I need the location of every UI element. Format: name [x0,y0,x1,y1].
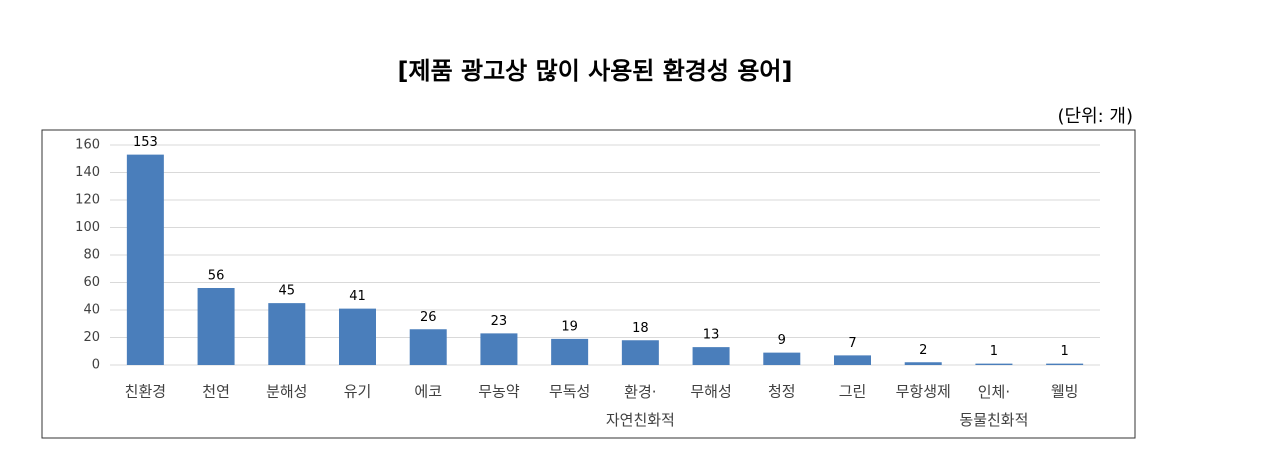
x-tick-label: 무농약 [478,383,520,401]
value-label: 2 [919,343,927,358]
bar [197,288,235,365]
value-label: 19 [561,319,578,334]
y-tick-label: 20 [83,330,100,345]
y-tick-label: 0 [92,358,100,373]
value-label: 26 [420,310,437,325]
value-label: 56 [208,269,225,284]
x-tick-label: 청정 [768,383,796,401]
value-label: 23 [491,314,508,329]
value-label: 18 [632,321,649,336]
bar [621,340,659,365]
value-label: 1 [990,344,998,359]
y-tick-label: 60 [83,275,100,290]
bar [975,363,1013,365]
y-tick-label: 40 [83,303,100,318]
value-label: 13 [703,328,720,343]
bar [126,154,164,365]
x-tick-label: 무항생제 [896,383,951,401]
y-tick-label: 100 [75,220,100,235]
chart-frame [41,129,1136,439]
value-label: 7 [848,336,856,351]
x-tick-label: 무독성 [549,383,590,401]
bar [904,362,942,365]
x-tick-label: 유기 [344,383,372,401]
bar [763,352,801,365]
x-tick-label: 웰빙 [1051,383,1079,401]
bar [692,347,730,365]
y-tick-label: 140 [75,165,100,180]
x-tick-label: 인체· 동물친화적 [959,383,1028,429]
y-tick-label: 160 [75,138,100,153]
x-tick-label: 친환경 [125,383,166,401]
value-label: 153 [133,135,158,150]
bar [409,329,447,365]
bar [551,338,589,365]
x-tick-label: 그린 [839,383,867,401]
bar [268,303,306,365]
x-tick-label: 에코 [414,383,442,401]
bar [1046,363,1084,365]
value-label: 1 [1061,344,1069,359]
y-tick-label: 120 [75,193,100,208]
bar [480,333,518,365]
x-tick-label: 천연 [202,383,230,401]
y-tick-label: 80 [83,248,100,263]
unit-label: (단위: 개) [1057,106,1133,127]
value-label: 41 [349,289,366,304]
value-label: 9 [778,333,786,348]
bar [339,308,376,365]
bar [834,355,871,365]
x-tick-label: 환경· 자연친화적 [606,383,675,429]
chart-title: [제품 광고상 많이 사용된 환경성 용어] [398,57,793,85]
value-label: 45 [279,284,296,299]
x-tick-label: 무해성 [690,383,731,401]
x-tick-label: 분해성 [266,383,307,401]
